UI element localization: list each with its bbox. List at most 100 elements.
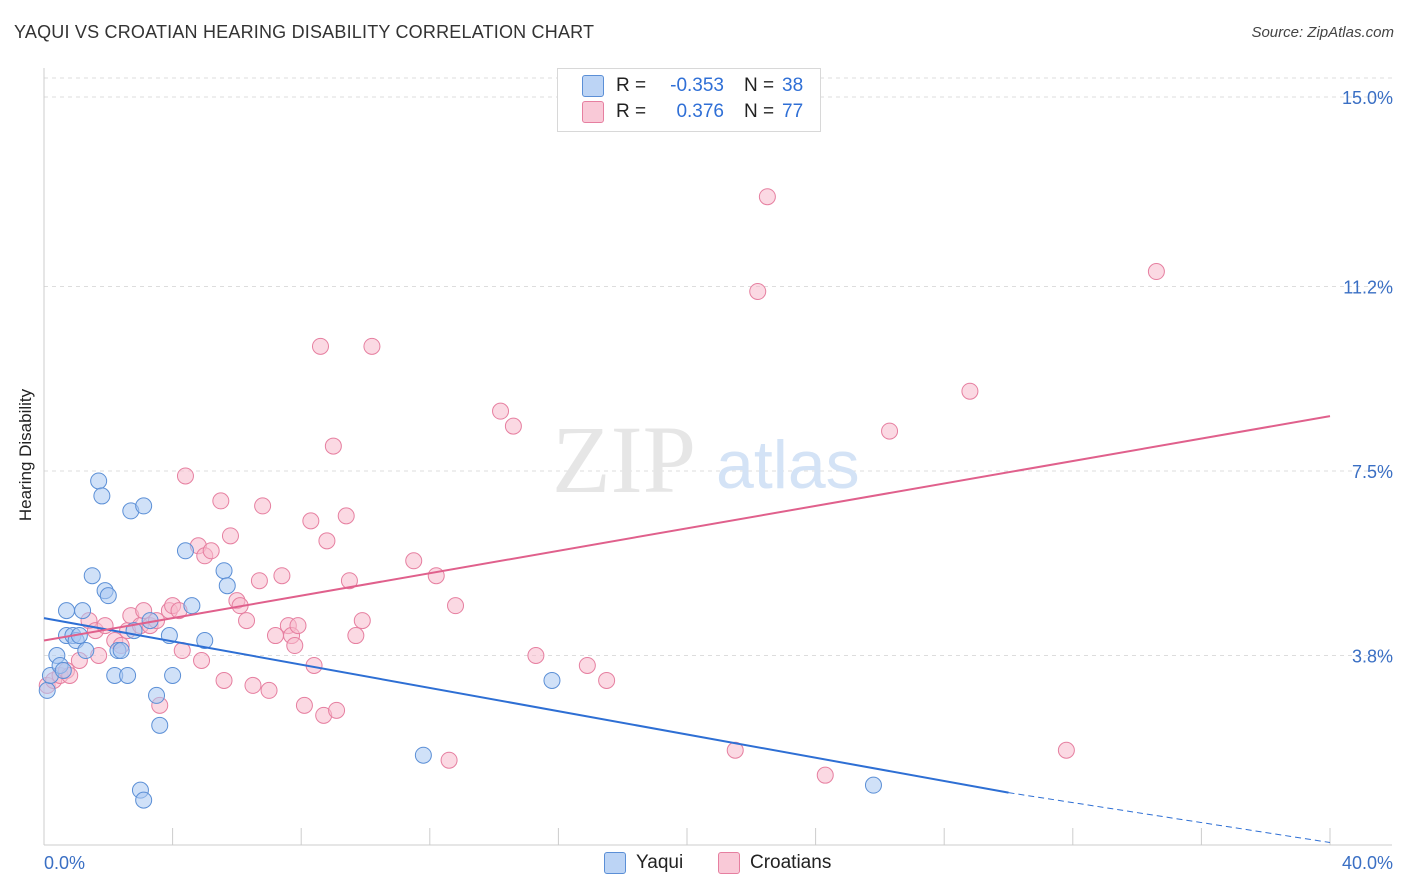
n-value: 77 — [782, 101, 804, 123]
yaqui-point — [38, 681, 56, 699]
chart-title: YAQUI VS CROATIAN HEARING DISABILITY COR… — [14, 22, 595, 42]
yaqui-point — [215, 562, 233, 580]
trend-lines — [43, 415, 1331, 844]
x-tick-label-min: 0.0% — [44, 853, 85, 873]
croatian-point — [504, 417, 522, 435]
croatian-point — [492, 402, 510, 420]
yaqui-point — [176, 542, 194, 560]
y-tick-labels: 3.8% 7.5% 11.2% 15.0% — [1342, 88, 1393, 667]
croatian-point — [405, 552, 423, 570]
croatian-point — [881, 422, 899, 440]
croatian-swatch — [582, 101, 604, 123]
y-tick-label: 15.0% — [1342, 88, 1393, 108]
croatian-point — [598, 671, 616, 689]
croatian-point — [340, 572, 358, 590]
r-value: 0.376 — [676, 101, 724, 123]
legend-row-croatians: R = 0.376 N = 77 — [582, 101, 803, 127]
legend-item-croatians[interactable]: Croatians — [718, 852, 831, 874]
y-tick-label: 7.5% — [1352, 462, 1393, 482]
yaqui-legend-label: Yaqui — [636, 852, 684, 874]
watermark-zip: ZIP — [552, 406, 696, 513]
yaqui-point — [196, 632, 214, 650]
yaqui-point — [74, 602, 92, 620]
croatian-point — [273, 567, 291, 585]
y-tick-label: 3.8% — [1352, 647, 1393, 667]
yaqui-point — [112, 642, 130, 660]
yaqui-point — [135, 497, 153, 515]
croatian-point — [295, 696, 313, 714]
n-value: 38 — [782, 75, 804, 97]
croatian-point — [254, 497, 272, 515]
yaqui-legend-swatch — [604, 852, 626, 874]
yaqui-point — [93, 487, 111, 505]
yaqui-point — [218, 577, 236, 595]
correlation-legend: R = -0.353 N = 38 R = 0.376 N = 77 — [557, 68, 821, 132]
croatian-point — [337, 507, 355, 525]
yaqui-trend-extension — [1008, 792, 1331, 844]
croatian-point — [215, 671, 233, 689]
croatian-point — [238, 612, 256, 630]
r-value: -0.353 — [670, 75, 724, 97]
croatian-point — [212, 492, 230, 510]
croatian-point — [527, 647, 545, 665]
croatian-point — [311, 337, 329, 355]
gridlines — [44, 77, 1392, 657]
legend-row-yaqui: R = -0.353 N = 38 — [582, 75, 803, 101]
axes — [43, 68, 1392, 846]
croatian-point — [353, 612, 371, 630]
yaqui-point — [151, 716, 169, 734]
croatian-point — [250, 572, 268, 590]
yaqui-swatch — [582, 75, 604, 97]
yaqui-point — [414, 746, 432, 764]
n-label: N = — [744, 75, 775, 97]
croatian-point — [961, 382, 979, 400]
x-ticks — [172, 828, 1331, 845]
yaqui-point — [99, 587, 117, 605]
watermark-atlas: atlas — [716, 427, 860, 503]
croatian-point — [289, 617, 307, 635]
y-tick-label: 11.2% — [1343, 277, 1393, 297]
croatian-point — [260, 681, 278, 699]
yaqui-point — [83, 567, 101, 585]
croatian-point — [1147, 263, 1165, 281]
yaqui-trend-line — [43, 617, 1009, 794]
croatian-point — [221, 527, 239, 545]
series-legend: Yaqui Croatians — [0, 852, 1406, 878]
croatian-point — [440, 751, 458, 769]
yaqui-point — [864, 776, 882, 794]
croatian-point — [328, 701, 346, 719]
croatian-point — [244, 676, 262, 694]
croatian-point — [1057, 741, 1075, 759]
croatian-point — [347, 627, 365, 645]
yaqui-point — [90, 472, 108, 490]
croatian-legend-swatch — [718, 852, 740, 874]
croatian-point — [758, 188, 776, 206]
x-tick-label-max: 40.0% — [1342, 853, 1393, 873]
croatian-point — [324, 437, 342, 455]
croatian-point — [749, 282, 767, 300]
r-label: R = — [616, 101, 647, 123]
croatian-point — [176, 467, 194, 485]
yaqui-point — [135, 791, 153, 809]
croatian-point — [302, 512, 320, 530]
yaqui-point — [543, 671, 561, 689]
yaqui-point — [58, 602, 76, 620]
yaqui-point — [164, 666, 182, 684]
yaqui-point — [54, 661, 72, 679]
yaqui-point — [183, 597, 201, 615]
n-label: N = — [744, 101, 775, 123]
r-label: R = — [616, 75, 647, 97]
yaqui-point — [77, 642, 95, 660]
croatian-point — [363, 337, 381, 355]
yaqui-point — [119, 666, 137, 684]
croatian-point — [193, 651, 211, 669]
croatian-point — [286, 637, 304, 655]
watermark: ZIP atlas — [552, 406, 860, 513]
legend-item-yaqui[interactable]: Yaqui — [604, 852, 683, 874]
croatian-point — [447, 597, 465, 615]
croatian-point — [318, 532, 336, 550]
croatian-trend-line — [43, 415, 1331, 642]
yaqui-point — [148, 686, 166, 704]
croatian-legend-label: Croatians — [750, 852, 832, 874]
